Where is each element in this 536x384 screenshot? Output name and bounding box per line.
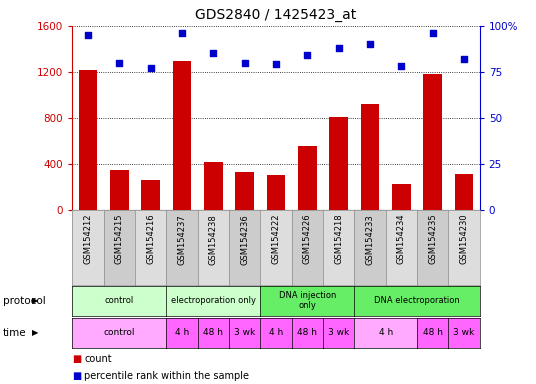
Point [460, 56, 468, 62]
Text: GSM154215: GSM154215 [115, 214, 124, 264]
Text: 3 wk: 3 wk [453, 328, 475, 337]
Point [272, 61, 280, 68]
Text: 3 wk: 3 wk [328, 328, 349, 337]
Text: protocol: protocol [3, 296, 46, 306]
Point [334, 45, 343, 51]
Text: GSM154216: GSM154216 [146, 214, 155, 265]
Text: electroporation only: electroporation only [171, 296, 256, 305]
Point [303, 52, 311, 58]
Text: ■: ■ [72, 371, 81, 381]
Text: ▶: ▶ [32, 328, 38, 337]
Text: 4 h: 4 h [378, 328, 393, 337]
Bar [298, 146, 317, 210]
Text: 48 h: 48 h [203, 328, 224, 337]
Bar [142, 180, 160, 210]
Bar [423, 74, 442, 210]
Point [209, 50, 218, 56]
Bar [110, 170, 129, 210]
Text: control: control [103, 328, 135, 337]
Text: GSM154218: GSM154218 [334, 214, 343, 265]
Point [428, 30, 437, 36]
Text: count: count [84, 354, 112, 364]
Text: DNA injection
only: DNA injection only [279, 291, 336, 310]
Point [397, 63, 406, 70]
Text: time: time [3, 328, 26, 338]
Bar [266, 175, 286, 210]
Text: 3 wk: 3 wk [234, 328, 255, 337]
Bar [173, 61, 191, 210]
Point [366, 41, 374, 47]
Bar [235, 172, 254, 210]
Text: ■: ■ [72, 354, 81, 364]
Point [84, 32, 92, 38]
Bar [329, 117, 348, 210]
Text: GSM154235: GSM154235 [428, 214, 437, 265]
Text: GSM154238: GSM154238 [209, 214, 218, 265]
Text: 4 h: 4 h [269, 328, 283, 337]
Text: GSM154230: GSM154230 [459, 214, 468, 265]
Text: GSM154237: GSM154237 [177, 214, 187, 265]
Text: GSM154234: GSM154234 [397, 214, 406, 265]
Text: DNA electroporation: DNA electroporation [374, 296, 460, 305]
Text: GSM154236: GSM154236 [240, 214, 249, 265]
Bar [79, 70, 98, 210]
Point [178, 30, 187, 36]
Point [146, 65, 155, 71]
Point [241, 60, 249, 66]
Bar [455, 174, 473, 210]
Text: GSM154226: GSM154226 [303, 214, 312, 265]
Text: ▶: ▶ [32, 296, 38, 305]
Text: 48 h: 48 h [423, 328, 443, 337]
Bar [361, 104, 379, 210]
Text: control: control [105, 296, 134, 305]
Bar [392, 184, 411, 210]
Text: percentile rank within the sample: percentile rank within the sample [84, 371, 249, 381]
Bar [204, 162, 223, 210]
Text: 4 h: 4 h [175, 328, 189, 337]
Point [115, 60, 124, 66]
Text: 48 h: 48 h [297, 328, 317, 337]
Title: GDS2840 / 1425423_at: GDS2840 / 1425423_at [196, 8, 356, 22]
Text: GSM154222: GSM154222 [272, 214, 280, 264]
Text: GSM154212: GSM154212 [84, 214, 93, 264]
Text: GSM154233: GSM154233 [366, 214, 375, 265]
